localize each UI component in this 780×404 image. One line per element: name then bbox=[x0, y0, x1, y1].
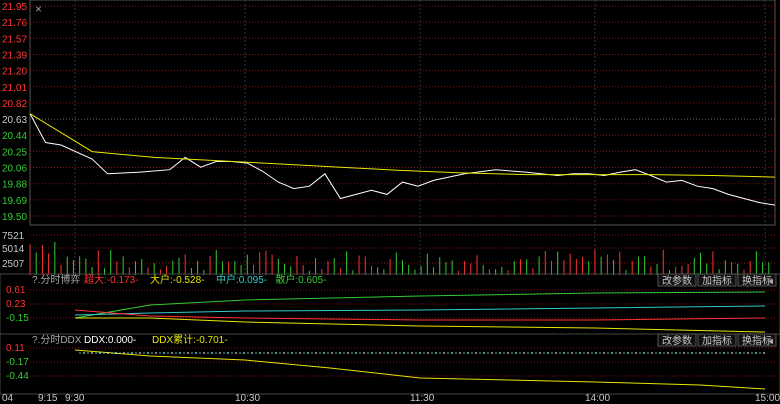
game-button-3[interactable]: 换指标 bbox=[737, 273, 777, 287]
ddx-tick-label: 0.11 bbox=[6, 343, 25, 354]
ddx-tick-label: -0.17 bbox=[6, 357, 29, 368]
game-collapse-icon[interactable]: ◂ bbox=[768, 276, 773, 287]
price-tick-label: 21.76 bbox=[2, 18, 27, 29]
ddx-button-1[interactable]: 改参数 bbox=[657, 333, 697, 347]
price-tick-label: 20.44 bbox=[2, 131, 27, 142]
button-label: 换指标 bbox=[742, 334, 772, 347]
button-bg bbox=[657, 273, 697, 287]
ddx-panel-frame bbox=[0, 333, 780, 395]
game-tick-label: 0.23 bbox=[6, 299, 26, 310]
game-series-line bbox=[74, 305, 766, 316]
ddx-button-3[interactable]: 换指标 bbox=[737, 333, 777, 347]
time-axis-label: 10:30 bbox=[235, 393, 260, 404]
button-label: 换指标 bbox=[742, 274, 772, 287]
time-axis-label: 11:30 bbox=[410, 393, 435, 404]
time-axis-label: 15:00 bbox=[755, 393, 780, 404]
game-button-2[interactable]: 加指标 bbox=[697, 273, 737, 287]
ddx-panel-title: ?.分时DDX bbox=[32, 334, 82, 346]
button-label: 改参数 bbox=[662, 334, 692, 347]
game-tick-label: -0.15 bbox=[6, 313, 29, 324]
button-bg bbox=[657, 333, 697, 347]
price-panel-frame bbox=[29, 0, 776, 226]
button-bg bbox=[697, 333, 737, 347]
time-axis-label: 9:30 bbox=[65, 393, 85, 404]
time-axis-label: 14:00 bbox=[585, 393, 610, 404]
price-tick-label: 21.01 bbox=[2, 83, 27, 94]
ddx-button-2[interactable]: 加指标 bbox=[697, 333, 737, 347]
price-tick-label: 19.69 bbox=[2, 196, 27, 207]
price-tick-label: 20.63 bbox=[2, 115, 27, 126]
price-tick-label: 19.88 bbox=[2, 180, 27, 191]
game-panel-title: ?.分时博弈 bbox=[32, 273, 80, 286]
price-tick-label: 20.06 bbox=[2, 164, 27, 175]
price-tick-label: 21.20 bbox=[2, 67, 27, 78]
button-bg bbox=[737, 333, 777, 347]
button-label: 加指标 bbox=[702, 334, 732, 347]
button-label: 改参数 bbox=[662, 274, 692, 287]
game-legend-entry: 中户:0.095- bbox=[216, 273, 267, 286]
ddx-legend-entry: DDX:0.000- bbox=[84, 335, 136, 346]
time-axis-label: 04 bbox=[2, 393, 14, 404]
ddx-legend-entry: DDX累计:-0.701- bbox=[152, 333, 228, 346]
game-legend-entry: 大户:-0.528- bbox=[150, 273, 204, 286]
button-label: 加指标 bbox=[702, 274, 732, 287]
price-line bbox=[29, 113, 776, 206]
volume-tick-label: 5014 bbox=[2, 244, 25, 255]
game-series-line bbox=[74, 309, 766, 321]
ddx-collapse-icon[interactable]: ◂ bbox=[768, 336, 773, 347]
price-tick-label: 21.57 bbox=[2, 34, 27, 45]
volume-tick-label: 7521 bbox=[2, 231, 25, 242]
ddx-accumulated-line bbox=[74, 349, 766, 390]
average-price-line bbox=[29, 113, 776, 178]
price-tick-label: 21.39 bbox=[2, 50, 27, 61]
button-bg bbox=[737, 273, 777, 287]
game-button-1[interactable]: 改参数 bbox=[657, 273, 697, 287]
price-tick-label: 19.50 bbox=[2, 212, 27, 223]
game-legend-entry: 超大:-0.173- bbox=[84, 273, 138, 286]
price-tick-label: 21.95 bbox=[2, 2, 27, 13]
price-tick-label: 20.82 bbox=[2, 99, 27, 110]
button-bg bbox=[697, 273, 737, 287]
time-axis-label: 9:15 bbox=[38, 393, 58, 404]
game-series-line bbox=[75, 317, 766, 333]
ddx-tick-label: -0.44 bbox=[6, 371, 29, 382]
game-legend-entry: 散户:0.605- bbox=[275, 273, 326, 286]
volume-tick-label: 2507 bbox=[2, 259, 25, 270]
close-icon[interactable]: × bbox=[35, 2, 42, 16]
game-tick-label: 0.61 bbox=[6, 285, 26, 296]
price-tick-label: 20.25 bbox=[2, 147, 27, 158]
game-series-line bbox=[74, 291, 766, 319]
